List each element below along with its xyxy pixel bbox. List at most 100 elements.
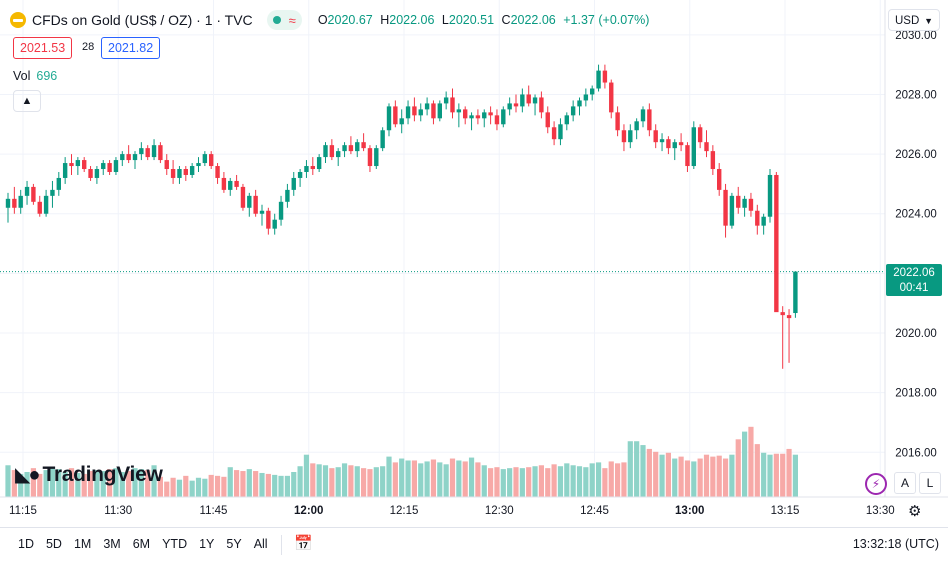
candle-body [399, 118, 404, 125]
price-axis[interactable]: 2016.002018.002020.002022.002024.002026.… [895, 30, 937, 459]
candle-body [88, 169, 93, 178]
candle [742, 195, 747, 217]
candle [285, 183, 290, 208]
ask-price-button[interactable]: 2021.82 [101, 37, 161, 59]
candle [304, 160, 309, 178]
settings-gear-icon[interactable]: ⚙ [908, 503, 922, 520]
candle [691, 121, 696, 170]
candle [234, 174, 239, 190]
range-1y[interactable]: 1Y [199, 537, 215, 551]
volume-bar [297, 466, 303, 497]
volume-bar [500, 469, 506, 497]
tradingview-logo[interactable]: ◣● TradingView [15, 462, 163, 487]
auto-scale-button[interactable]: A [894, 472, 916, 494]
candle [672, 139, 677, 161]
candle [520, 88, 525, 113]
candle-body [253, 195, 258, 214]
range-5d[interactable]: 5D [45, 537, 62, 551]
candle-body [577, 100, 582, 107]
candle [640, 106, 646, 128]
range-1d[interactable]: 1D [18, 537, 34, 551]
candle-body [786, 315, 792, 319]
candle [437, 100, 442, 122]
candle-body [532, 97, 538, 104]
currency-select[interactable]: USD ▼ [888, 9, 940, 31]
utc-clock[interactable]: 13:32:18 (UTC) [852, 537, 939, 551]
candle-body [278, 201, 284, 220]
candle-body [107, 163, 112, 172]
range-all[interactable]: All [253, 537, 268, 551]
candle [717, 163, 722, 196]
volume-bar [665, 452, 671, 497]
candle [88, 166, 93, 181]
candle [615, 106, 620, 137]
candle [132, 151, 138, 170]
bid-price-button[interactable]: 2021.53 [13, 37, 73, 59]
range-1m[interactable]: 1M [73, 537, 92, 551]
volume-bar [354, 466, 360, 497]
candle-body [717, 169, 722, 190]
symbol-title[interactable]: CFDs on Gold (US$ / OZ) · 1 · TVC [32, 12, 253, 28]
candle [653, 124, 658, 149]
volume-bar [30, 468, 36, 497]
candle-body [170, 169, 176, 178]
candle-body [5, 198, 11, 208]
volume-bar [253, 471, 259, 497]
candle-body [697, 127, 703, 143]
price-chart[interactable]: 2016.002018.002020.002022.002024.002026.… [0, 0, 948, 527]
market-status-pill[interactable]: ≈ [266, 10, 302, 30]
candle [297, 169, 303, 187]
volume-bar [272, 474, 278, 497]
log-scale-button[interactable]: L [919, 472, 941, 494]
volume-bar [532, 466, 538, 497]
open-value: 2020.67 [327, 13, 373, 27]
candle [374, 145, 379, 170]
time-tick-label: 11:45 [200, 505, 228, 517]
candle [583, 88, 589, 107]
chart-grid [0, 0, 885, 497]
range-3m[interactable]: 3M [103, 537, 121, 551]
candle-body [691, 127, 696, 167]
candle [94, 166, 100, 184]
candle [621, 124, 627, 152]
range-6m[interactable]: 6M [132, 537, 151, 551]
time-tick-label: 13:00 [675, 505, 704, 517]
candle [202, 151, 208, 167]
candle-body [50, 189, 55, 196]
volume-bar [214, 475, 221, 497]
candle-body [628, 130, 633, 143]
volume-bar [240, 471, 246, 497]
volume-bar [761, 452, 767, 497]
candle [666, 136, 671, 155]
volume-bar [710, 456, 716, 497]
volume-bar [456, 460, 462, 497]
close-key: C [501, 13, 511, 27]
volume-bar [5, 465, 11, 497]
close-value: 2022.06 [510, 13, 556, 27]
collapse-legend-button[interactable]: ▲ [13, 90, 41, 112]
candle-body [710, 151, 716, 170]
volume-bar [545, 468, 551, 497]
candle [590, 85, 595, 101]
candle [710, 145, 716, 175]
time-axis[interactable]: 11:15 11:30 11:45 12:00 12:15 12:30 12:45 13:00… [9, 505, 895, 517]
candle-body [475, 115, 481, 119]
volume-bar [113, 468, 119, 497]
range-ytd[interactable]: YTD [162, 537, 188, 551]
range-5y[interactable]: 5Y [226, 537, 242, 551]
volume-bar [519, 468, 525, 497]
calendar-goto-icon[interactable]: 📅 [294, 535, 313, 552]
candle [145, 145, 150, 161]
volume-bar [18, 473, 24, 497]
candle [488, 106, 493, 125]
high-value: 2022.06 [389, 13, 435, 27]
wave-icon: ≈ [288, 12, 296, 28]
candle [56, 171, 61, 196]
volume-bar [564, 463, 570, 497]
candle-body [590, 88, 595, 95]
candle-body [247, 195, 252, 208]
lightning-icon[interactable]: ⚡ [865, 473, 887, 495]
volume-bar [75, 472, 81, 497]
candle-body [564, 115, 569, 125]
candle-body [424, 103, 430, 110]
